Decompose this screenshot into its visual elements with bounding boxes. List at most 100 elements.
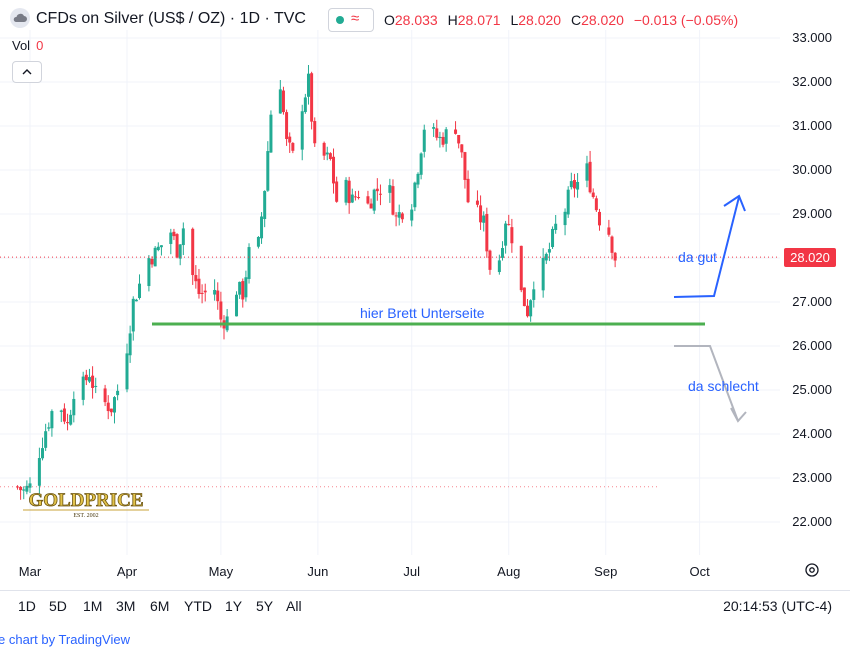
- candle-up: [500, 248, 504, 258]
- candle-up: [269, 114, 273, 153]
- candle-down: [219, 301, 223, 320]
- candle-up: [72, 398, 76, 416]
- range-button-ytd[interactable]: YTD: [184, 598, 212, 614]
- candle-down: [463, 152, 467, 180]
- candle-down: [66, 422, 70, 424]
- range-button-6m[interactable]: 6M: [150, 598, 170, 614]
- bear-arrow-head-icon: [730, 407, 747, 423]
- candle-down: [441, 136, 445, 145]
- candle-down: [203, 290, 207, 293]
- range-button-3m[interactable]: 3M: [116, 598, 136, 614]
- candle-up: [22, 489, 26, 491]
- candle-down: [607, 227, 611, 235]
- candle-up: [131, 298, 135, 332]
- candle-up: [300, 111, 304, 150]
- low-label: L: [510, 12, 519, 28]
- candle-up: [266, 151, 270, 191]
- range-button-all[interactable]: All: [286, 598, 302, 614]
- candle-down: [485, 213, 489, 252]
- candle-down: [106, 402, 110, 412]
- candle-up: [263, 190, 267, 219]
- range-button-1d[interactable]: 1D: [18, 598, 36, 614]
- symbol-title[interactable]: CFDs on Silver (US$ / OZ) · 1D · TVC: [36, 10, 306, 27]
- candle-up: [576, 181, 580, 190]
- candle-up: [247, 247, 251, 279]
- candle-down: [313, 121, 317, 144]
- candle-down: [594, 198, 598, 211]
- candle-up: [566, 189, 570, 215]
- y-tick-label: 32.000: [792, 74, 832, 89]
- axis-settings-button[interactable]: [803, 561, 821, 584]
- candle-up: [169, 232, 173, 244]
- candle-up: [181, 228, 185, 246]
- y-tick-label: 30.000: [792, 162, 832, 177]
- high-label: H: [447, 12, 458, 28]
- candle-up: [432, 127, 436, 129]
- candle-down: [400, 213, 404, 220]
- candle-down: [391, 186, 395, 215]
- candle-down: [522, 287, 526, 307]
- candle-up: [138, 283, 142, 299]
- candle-up: [256, 236, 260, 247]
- candle-up: [325, 152, 329, 155]
- candle-up: [372, 189, 376, 211]
- candle-up: [147, 258, 151, 287]
- candle-down: [288, 136, 292, 143]
- x-tick-label: May: [208, 564, 234, 579]
- x-tick-label: Aug: [497, 564, 521, 579]
- candle-up: [59, 410, 63, 412]
- chart-grid: [0, 30, 780, 555]
- candle-up: [47, 427, 51, 429]
- range-button-5d[interactable]: 5D: [49, 598, 67, 614]
- candle-down: [369, 203, 373, 209]
- candle-down: [488, 250, 492, 270]
- volume-readout: Vol 0: [12, 38, 43, 53]
- candle-down: [84, 374, 88, 381]
- candle-down: [613, 252, 617, 261]
- open-label: O: [384, 12, 395, 28]
- candle-down: [347, 180, 351, 204]
- bear-annotation[interactable]: da schlecht: [688, 378, 759, 394]
- market-status-badge[interactable]: ≈: [328, 8, 374, 32]
- candle-up: [87, 377, 91, 382]
- candle-up: [81, 376, 85, 400]
- volume-value: 0: [36, 38, 44, 53]
- candle-down: [335, 181, 339, 202]
- candle-up: [244, 277, 248, 298]
- candle-down: [457, 134, 461, 144]
- candle-down: [597, 211, 601, 226]
- price-chart[interactable]: [0, 0, 850, 590]
- candle-up: [69, 414, 73, 425]
- candle-up: [112, 397, 116, 413]
- candle-down: [353, 196, 357, 198]
- close-value: 28.020: [581, 12, 624, 28]
- collapse-legend-button[interactable]: [12, 61, 42, 83]
- support-annotation[interactable]: hier Brett Unterseite: [360, 305, 485, 321]
- x-tick-label: Apr: [116, 564, 138, 579]
- market-open-dot-icon: [336, 16, 344, 24]
- svg-text:EST. 2002: EST. 2002: [73, 513, 98, 519]
- candle-up: [303, 97, 307, 113]
- x-tick-label: Mar: [18, 564, 42, 579]
- y-tick-label: 25.000: [792, 382, 832, 397]
- clock-readout[interactable]: 20:14:53 (UTC-4): [723, 598, 832, 614]
- bull-path: [673, 196, 740, 298]
- tradingview-attribution-link[interactable]: e chart by TradingView: [0, 632, 130, 647]
- candle-down: [435, 128, 439, 138]
- bull-arrow-head-icon: [723, 194, 746, 212]
- y-tick-label: 33.000: [792, 30, 832, 45]
- bull-annotation[interactable]: da gut: [678, 249, 717, 265]
- range-button-1m[interactable]: 1M: [83, 598, 103, 614]
- candle-down: [394, 215, 398, 217]
- range-button-1y[interactable]: 1Y: [225, 598, 243, 614]
- chevron-up-icon: [22, 69, 32, 75]
- y-tick-label: 24.000: [792, 426, 832, 441]
- last-price-tag: 28.020: [784, 248, 836, 267]
- candle-down: [510, 227, 514, 244]
- range-button-5y[interactable]: 5Y: [256, 598, 274, 614]
- candle-down: [378, 193, 382, 195]
- candle-up: [397, 212, 401, 218]
- candle-up: [344, 179, 348, 203]
- candle-up: [504, 223, 508, 246]
- candle-up: [306, 73, 310, 97]
